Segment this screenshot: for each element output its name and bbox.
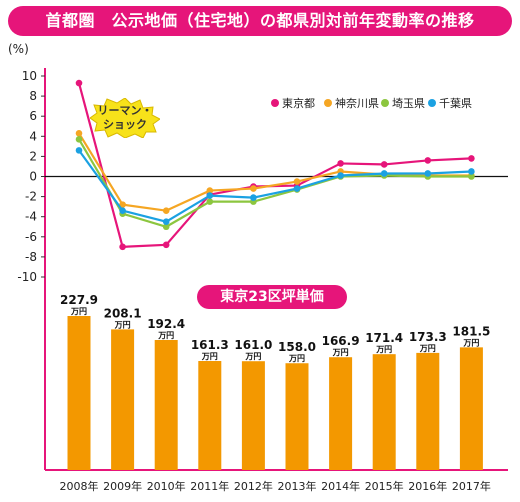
y-tick-label: 8: [29, 89, 37, 103]
legend-marker-tokyo: [271, 99, 279, 107]
data-point-chiba: [468, 168, 475, 175]
callout-line-2: ショック: [103, 118, 147, 131]
bar-value-label: 181.5: [452, 324, 490, 338]
data-point-tokyo: [380, 161, 388, 168]
data-point-chiba: [119, 207, 126, 214]
legend-label-kanagawa: 神奈川県: [335, 96, 379, 110]
series-line-chiba: [78, 149, 472, 223]
bar-unit-label: 万円: [462, 338, 479, 347]
series-line-kanagawa: [78, 132, 472, 212]
bar: [285, 363, 309, 470]
data-point-tokyo: [424, 157, 432, 164]
x-tick-label: 2009年: [103, 479, 142, 493]
bar-unit-label: 万円: [244, 352, 261, 361]
data-point-chiba: [206, 192, 214, 199]
bar-unit-label: 万円: [201, 352, 218, 361]
x-tick-label: 2012年: [234, 479, 273, 493]
bar-unit-label: 万円: [114, 320, 131, 329]
x-tick-label: 2014年: [321, 479, 360, 493]
bar-value-label: 171.4: [365, 331, 403, 345]
bar: [67, 316, 91, 470]
y-tick-label: 10: [22, 69, 37, 83]
data-point-tokyo: [75, 79, 83, 87]
callout-burst: [90, 98, 160, 138]
bar-value-label: 166.9: [322, 334, 360, 348]
data-point-saitama: [468, 173, 475, 180]
bar-unit-label: 万円: [288, 354, 305, 363]
bar-unit-label: 万円: [419, 344, 436, 353]
bar: [111, 329, 135, 470]
data-point-chiba: [293, 185, 301, 192]
y-tick-label: -2: [25, 190, 37, 204]
legend-label-chiba: 千葉県: [439, 96, 472, 110]
legend-marker-chiba: [428, 99, 436, 107]
bar: [372, 354, 396, 470]
y-tick-label: 4: [29, 129, 37, 143]
x-tick-label: 2017年: [452, 479, 491, 493]
series-line-saitama: [78, 138, 472, 228]
callout-line-1: リーマン・: [97, 104, 153, 117]
legend-marker-kanagawa: [324, 99, 332, 107]
bar: [459, 347, 483, 470]
y-tick-label: 2: [29, 149, 37, 163]
y-tick-label: -8: [25, 250, 37, 264]
y-tick-label: -4: [25, 210, 37, 224]
data-point-chiba: [162, 218, 170, 226]
data-point-tokyo: [468, 155, 475, 162]
page-title: 首都圏 公示地価（住宅地）の都県別対前年変動率の推移: [8, 6, 512, 36]
data-point-tokyo: [119, 243, 126, 251]
bar-unit-label: 万円: [332, 348, 349, 357]
data-point-chiba: [424, 170, 432, 177]
bar-unit-label: 万円: [70, 307, 87, 316]
data-point-kanagawa: [119, 201, 126, 208]
bar-unit-label: 万円: [375, 345, 392, 354]
data-point-chiba: [250, 194, 257, 201]
y-tick-label: -6: [25, 230, 37, 244]
legend-marker-saitama: [381, 99, 389, 107]
data-point-kanagawa: [75, 129, 83, 137]
data-point-saitama: [162, 223, 170, 231]
bar-unit-label: 万円: [157, 331, 174, 340]
bar-value-label: 161.3: [191, 338, 229, 352]
y-tick-label: 0: [29, 170, 37, 184]
bar-value-label: 192.4: [147, 317, 185, 331]
bar: [154, 339, 178, 470]
data-point-saitama: [206, 198, 214, 205]
bar-value-label: 158.0: [278, 340, 316, 354]
data-point-kanagawa: [162, 207, 170, 214]
lehman-shock-callout: リーマン・ ショック: [90, 98, 160, 138]
data-point-chiba: [337, 172, 344, 179]
legend-label-saitama: 埼玉県: [392, 96, 425, 110]
data-point-tokyo: [337, 160, 344, 167]
data-point-saitama: [75, 136, 83, 143]
x-tick-label: 2013年: [278, 479, 317, 493]
y-tick-label: -10: [17, 270, 37, 284]
bar: [416, 352, 440, 470]
y-tick-label: 6: [29, 109, 37, 123]
x-tick-label: 2016年: [408, 479, 447, 493]
data-point-kanagawa: [250, 185, 257, 192]
bar-chart-title: 東京23区坪単価: [197, 285, 347, 309]
x-tick-label: 2010年: [147, 479, 186, 493]
data-point-kanagawa: [206, 187, 214, 194]
legend-label-tokyo: 東京都: [282, 96, 315, 110]
bar-value-label: 173.3: [409, 330, 447, 344]
data-point-tokyo: [162, 241, 170, 249]
bar: [198, 361, 222, 470]
bar-value-label: 208.1: [104, 306, 142, 320]
data-point-kanagawa: [293, 178, 301, 185]
data-point-chiba: [380, 170, 388, 177]
y-axis-unit: (%): [8, 42, 29, 56]
x-tick-label: 2011年: [190, 479, 229, 493]
bar: [329, 357, 353, 470]
data-point-chiba: [75, 147, 83, 154]
bar-value-label: 161.0: [234, 338, 272, 352]
bar: [241, 361, 265, 470]
bar-value-label: 227.9: [60, 293, 98, 307]
x-tick-label: 2015年: [365, 479, 404, 493]
x-tick-label: 2008年: [60, 479, 99, 493]
